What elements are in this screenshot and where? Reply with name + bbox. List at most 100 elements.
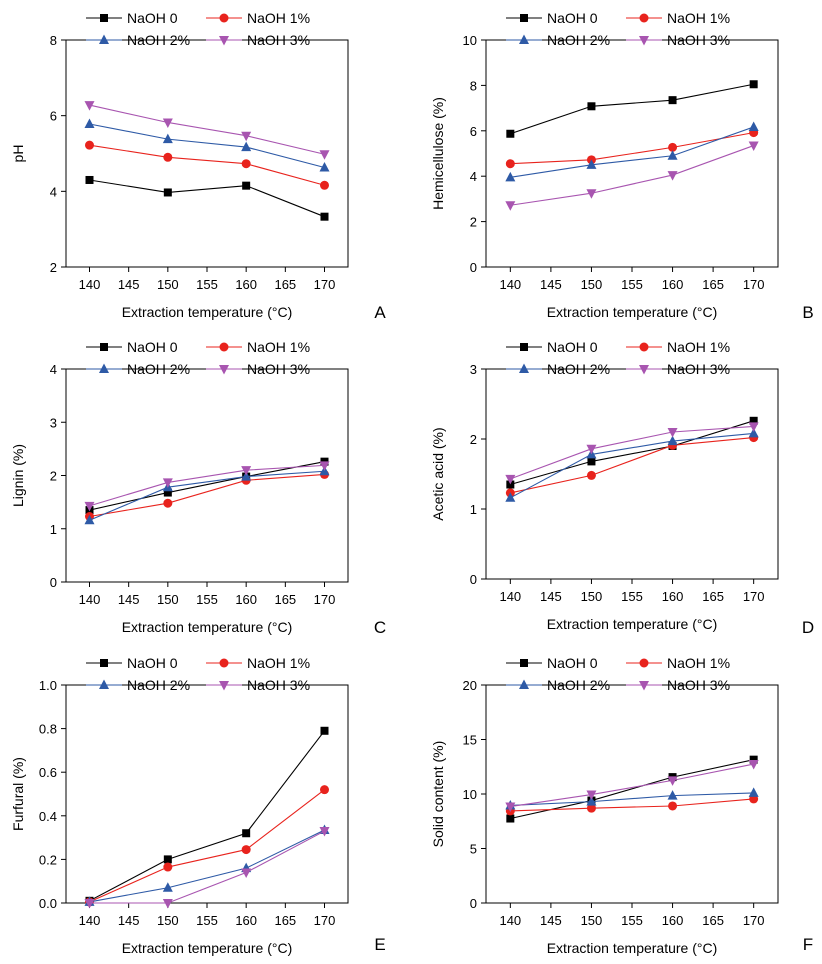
series-line: [89, 144, 325, 186]
legend-marker: [219, 365, 229, 375]
x-tick-label: 150: [581, 913, 603, 928]
data-point: [505, 201, 516, 211]
legend-marker: [100, 14, 108, 22]
y-tick-label: 1: [470, 502, 477, 517]
x-tick-label: 165: [702, 589, 724, 604]
series-naoh-2: [84, 118, 330, 172]
series-naoh-1: [85, 140, 329, 190]
data-point: [163, 488, 172, 497]
y-tick-label: 0.6: [39, 765, 57, 780]
x-tick-label: 145: [118, 592, 140, 607]
panel-letter: E: [374, 935, 385, 954]
legend: NaOH 0 NaOH 1% NaOH 2% NaOH 3%: [86, 655, 310, 693]
x-tick-label: 155: [196, 913, 218, 928]
data-point: [84, 101, 95, 111]
x-tick-label: 160: [662, 589, 684, 604]
legend-item: NaOH 0: [506, 339, 598, 355]
series-line: [89, 789, 325, 903]
data-point: [84, 118, 95, 128]
x-tick-label: 165: [702, 913, 724, 928]
data-point: [162, 882, 173, 892]
y-tick-label: 3: [50, 415, 57, 430]
legend: NaOH 0 NaOH 1% NaOH 2% NaOH 3%: [86, 339, 310, 377]
y-tick-label: 15: [463, 733, 477, 748]
y-tick-label: 10: [463, 787, 477, 802]
x-axis-label: Extraction temperature (°C): [122, 619, 293, 635]
legend-item: NaOH 2%: [506, 361, 610, 377]
x-axis-label: Extraction temperature (°C): [547, 940, 718, 956]
legend-marker: [219, 13, 229, 23]
data-point: [586, 189, 597, 199]
data-point: [163, 862, 173, 872]
series-line: [89, 464, 325, 507]
x-axis-label: Extraction temperature (°C): [547, 304, 718, 320]
series-naoh-2: [505, 121, 759, 182]
x-tick-label: 165: [274, 592, 296, 607]
legend-item: NaOH 3%: [206, 677, 310, 693]
data-point: [667, 776, 678, 786]
legend-label: NaOH 0: [547, 339, 598, 355]
data-point: [668, 801, 678, 811]
data-point: [320, 212, 329, 221]
data-point: [587, 102, 596, 111]
chart-panel-c: 140 145 150 155 160 165 170 0 1 2 3 4 Extraction tem…: [10, 339, 386, 637]
data-point: [748, 121, 759, 131]
x-axis-label: Extraction temperature (°C): [547, 616, 718, 632]
data-point: [241, 141, 252, 152]
x-tick-label: 165: [702, 277, 724, 292]
y-tick-label: 20: [463, 678, 477, 693]
legend-item: NaOH 0: [506, 655, 598, 671]
legend-marker: [639, 36, 649, 46]
x-tick-label: 160: [235, 277, 257, 292]
data-point: [85, 140, 94, 150]
series-line: [89, 104, 325, 155]
series-naoh-0: [506, 80, 758, 138]
x-tick-label: 155: [621, 589, 643, 604]
legend-marker: [639, 365, 649, 375]
data-point: [505, 159, 515, 169]
series-naoh-3: [505, 141, 759, 211]
series-naoh-3: [84, 827, 330, 909]
x-tick-label: 150: [581, 589, 603, 604]
data-point: [84, 514, 95, 525]
legend-item: NaOH 2%: [506, 32, 610, 48]
legend-marker: [519, 679, 529, 689]
data-point: [84, 899, 95, 909]
data-point: [667, 171, 678, 181]
data-point: [668, 142, 678, 152]
series-line: [89, 179, 325, 218]
series-line: [510, 432, 754, 499]
legend-label: NaOH 1%: [247, 339, 310, 355]
series-line: [510, 792, 754, 806]
legend-label: NaOH 2%: [547, 361, 610, 377]
series-naoh-2: [84, 824, 330, 906]
y-axis-label: pH: [10, 145, 26, 163]
data-point: [748, 760, 759, 770]
data-point: [748, 422, 759, 432]
data-point: [163, 855, 172, 864]
series-line: [89, 830, 325, 904]
x-tick-label: 140: [79, 592, 101, 607]
data-point: [667, 790, 678, 800]
x-tick-label: 155: [621, 277, 643, 292]
legend-marker: [99, 34, 109, 44]
x-tick-label: 165: [274, 277, 296, 292]
data-point: [667, 435, 678, 446]
y-axis-label: Hemicellulose (%): [430, 97, 446, 210]
legend-item: NaOH 2%: [506, 677, 610, 693]
series-naoh-1: [505, 433, 759, 498]
legend-item: NaOH 1%: [206, 10, 310, 26]
x-tick-label: 140: [79, 913, 101, 928]
series-line: [510, 763, 754, 808]
data-point: [85, 175, 94, 184]
data-point: [749, 80, 758, 89]
legend-label: NaOH 0: [547, 655, 598, 671]
x-tick-label: 145: [540, 589, 562, 604]
data-point: [668, 96, 677, 105]
data-point: [162, 133, 173, 144]
data-point: [587, 457, 596, 466]
x-tick-label: 160: [662, 913, 684, 928]
data-point: [749, 755, 758, 764]
legend-label: NaOH 1%: [667, 339, 730, 355]
legend-marker: [219, 658, 229, 668]
